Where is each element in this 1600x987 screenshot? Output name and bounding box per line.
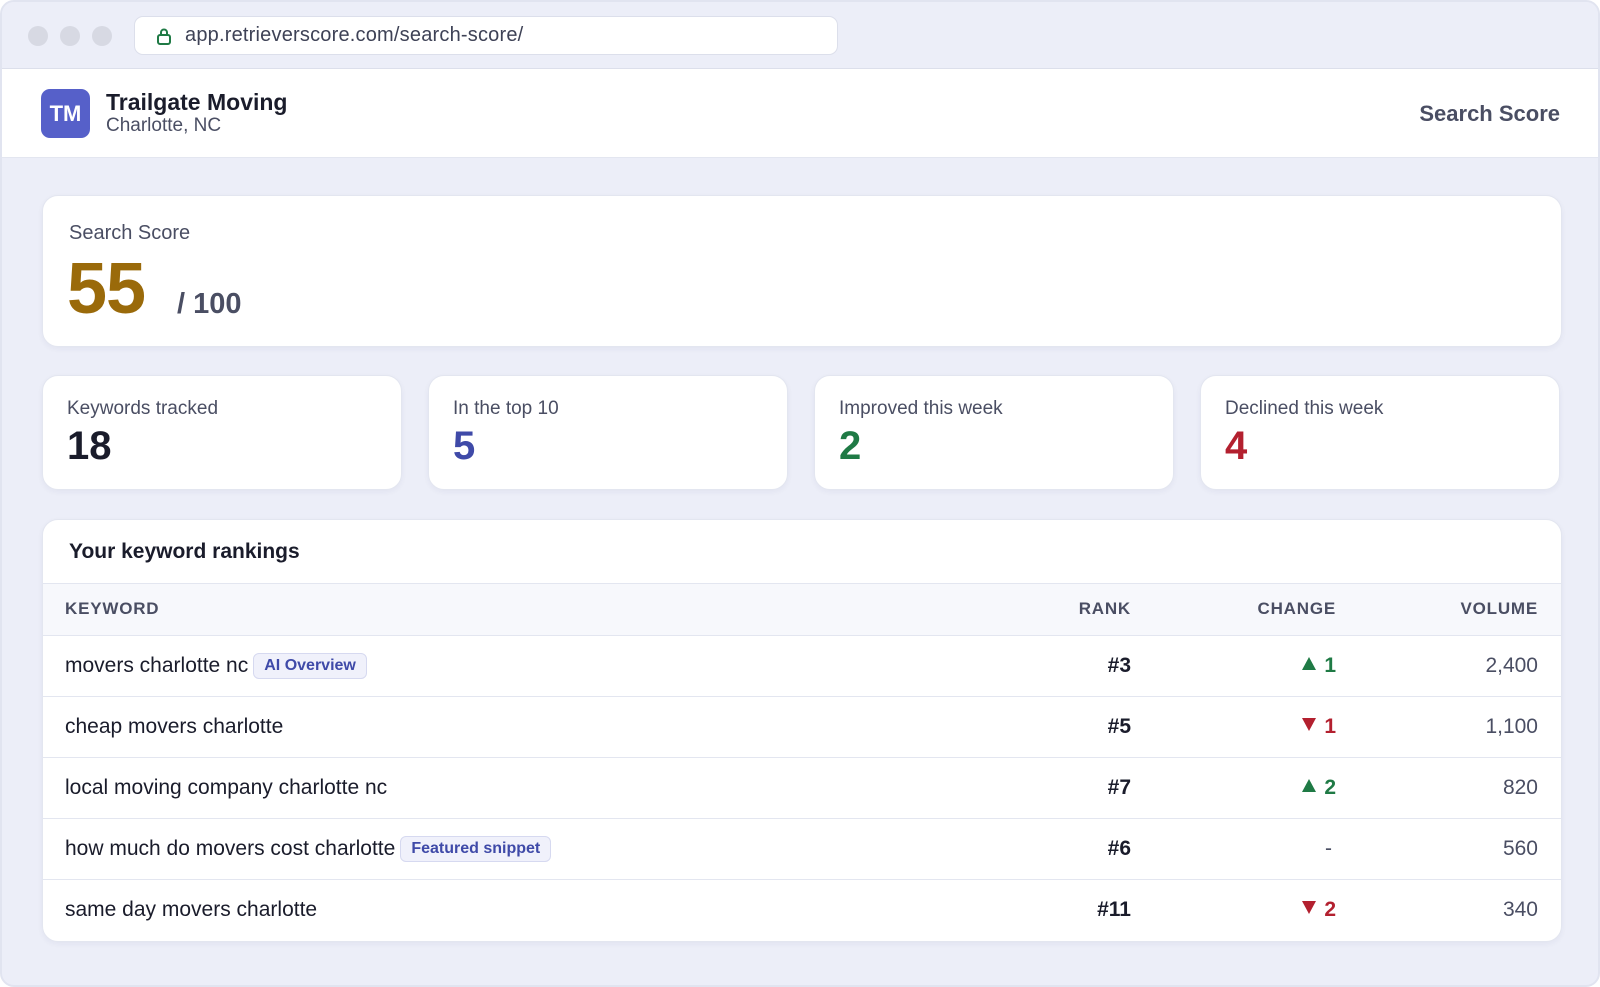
keyword-rankings-card: Your keyword rankings KEYWORD RANK CHANG… — [42, 519, 1562, 942]
table-row[interactable]: cheap movers charlotte #5 11,100 — [43, 696, 1561, 757]
table-row[interactable]: how much do movers cost charlotteFeature… — [43, 818, 1561, 879]
stat-label: In the top 10 — [453, 398, 559, 420]
change-value: - — [1325, 837, 1336, 860]
column-header-volume[interactable]: VOLUME — [1336, 584, 1561, 635]
keyword-text: how much do movers cost charlotte — [65, 837, 395, 860]
stat-top-10: In the top 10 5 — [428, 375, 788, 490]
rankings-table: KEYWORD RANK CHANGE VOLUME movers charlo… — [43, 584, 1561, 940]
keyword-cell: cheap movers charlotte — [43, 696, 1011, 757]
business-avatar: TM — [41, 89, 90, 138]
stat-value: 4 — [1225, 424, 1247, 469]
stat-keywords-tracked: Keywords tracked 18 — [42, 375, 402, 490]
score-max: / 100 — [177, 288, 242, 321]
rank-cell: #7 — [1011, 757, 1131, 818]
app-header: TM Trailgate Moving Charlotte, NC Search… — [2, 69, 1598, 158]
stat-label: Keywords tracked — [67, 398, 218, 420]
table-row[interactable]: local moving company charlotte nc #7 2820 — [43, 757, 1561, 818]
change-cell: - — [1131, 818, 1336, 879]
keyword-cell: movers charlotte ncAI Overview — [43, 635, 1011, 696]
rank-cell: #11 — [1011, 879, 1131, 940]
volume-cell: 820 — [1336, 757, 1561, 818]
change-value: 2 — [1324, 776, 1336, 799]
volume-cell: 2,400 — [1336, 635, 1561, 696]
table-row[interactable]: same day movers charlotte #11 2340 — [43, 879, 1561, 940]
change-cell: 2 — [1131, 879, 1336, 940]
stat-label: Improved this week — [839, 398, 1003, 420]
search-score-card: Search Score 55 / 100 — [42, 195, 1562, 347]
keyword-text: same day movers charlotte — [65, 898, 317, 921]
stat-value: 5 — [453, 424, 475, 469]
window-close-button[interactable] — [28, 26, 48, 46]
change-value: 1 — [1324, 715, 1336, 738]
keyword-cell: how much do movers cost charlotteFeature… — [43, 818, 1011, 879]
stat-label: Declined this week — [1225, 398, 1383, 420]
score-value: 55 — [67, 248, 145, 330]
window-minimize-button[interactable] — [60, 26, 80, 46]
arrow-up-icon — [1302, 779, 1316, 792]
rank-cell: #5 — [1011, 696, 1131, 757]
change-value: 1 — [1324, 654, 1336, 677]
nav-search-score[interactable]: Search Score — [1419, 101, 1560, 127]
rank-cell: #3 — [1011, 635, 1131, 696]
lock-icon — [155, 27, 173, 45]
arrow-down-icon — [1302, 901, 1316, 914]
rank-cell: #6 — [1011, 818, 1131, 879]
change-cell: 1 — [1131, 635, 1336, 696]
rankings-title: Your keyword rankings — [43, 520, 1561, 584]
window-maximize-button[interactable] — [92, 26, 112, 46]
volume-cell: 340 — [1336, 879, 1561, 940]
arrow-down-icon — [1302, 718, 1316, 731]
serp-feature-badge: Featured snippet — [400, 836, 551, 862]
change-value: 2 — [1324, 898, 1336, 921]
table-row[interactable]: movers charlotte ncAI Overview#312,400 — [43, 635, 1561, 696]
stat-value: 18 — [67, 424, 112, 469]
url-text: app.retrieverscore.com/search-score/ — [185, 24, 523, 47]
keyword-text: cheap movers charlotte — [65, 715, 283, 738]
main-content: Search Score 55 / 100 Keywords tracked 1… — [42, 195, 1562, 942]
stat-improved: Improved this week 2 — [814, 375, 1174, 490]
address-bar[interactable]: app.retrieverscore.com/search-score/ — [134, 16, 838, 55]
browser-chrome: app.retrieverscore.com/search-score/ — [2, 2, 1598, 69]
score-label: Search Score — [69, 222, 190, 245]
change-cell: 1 — [1131, 696, 1336, 757]
business-location: Charlotte, NC — [106, 115, 221, 137]
column-header-rank[interactable]: RANK — [1011, 584, 1131, 635]
column-header-change[interactable]: CHANGE — [1131, 584, 1336, 635]
keyword-text: movers charlotte nc — [65, 654, 248, 677]
stats-row: Keywords tracked 18 In the top 10 5 Impr… — [42, 375, 1562, 490]
volume-cell: 560 — [1336, 818, 1561, 879]
volume-cell: 1,100 — [1336, 696, 1561, 757]
change-cell: 2 — [1131, 757, 1336, 818]
business-name: Trailgate Moving — [106, 89, 287, 116]
stat-declined: Declined this week 4 — [1200, 375, 1560, 490]
table-header-row: KEYWORD RANK CHANGE VOLUME — [43, 584, 1561, 635]
keyword-text: local moving company charlotte nc — [65, 776, 387, 799]
keyword-cell: same day movers charlotte — [43, 879, 1011, 940]
stat-value: 2 — [839, 424, 861, 469]
arrow-up-icon — [1302, 657, 1316, 670]
serp-feature-badge: AI Overview — [253, 653, 367, 679]
keyword-cell: local moving company charlotte nc — [43, 757, 1011, 818]
column-header-keyword[interactable]: KEYWORD — [43, 584, 1011, 635]
